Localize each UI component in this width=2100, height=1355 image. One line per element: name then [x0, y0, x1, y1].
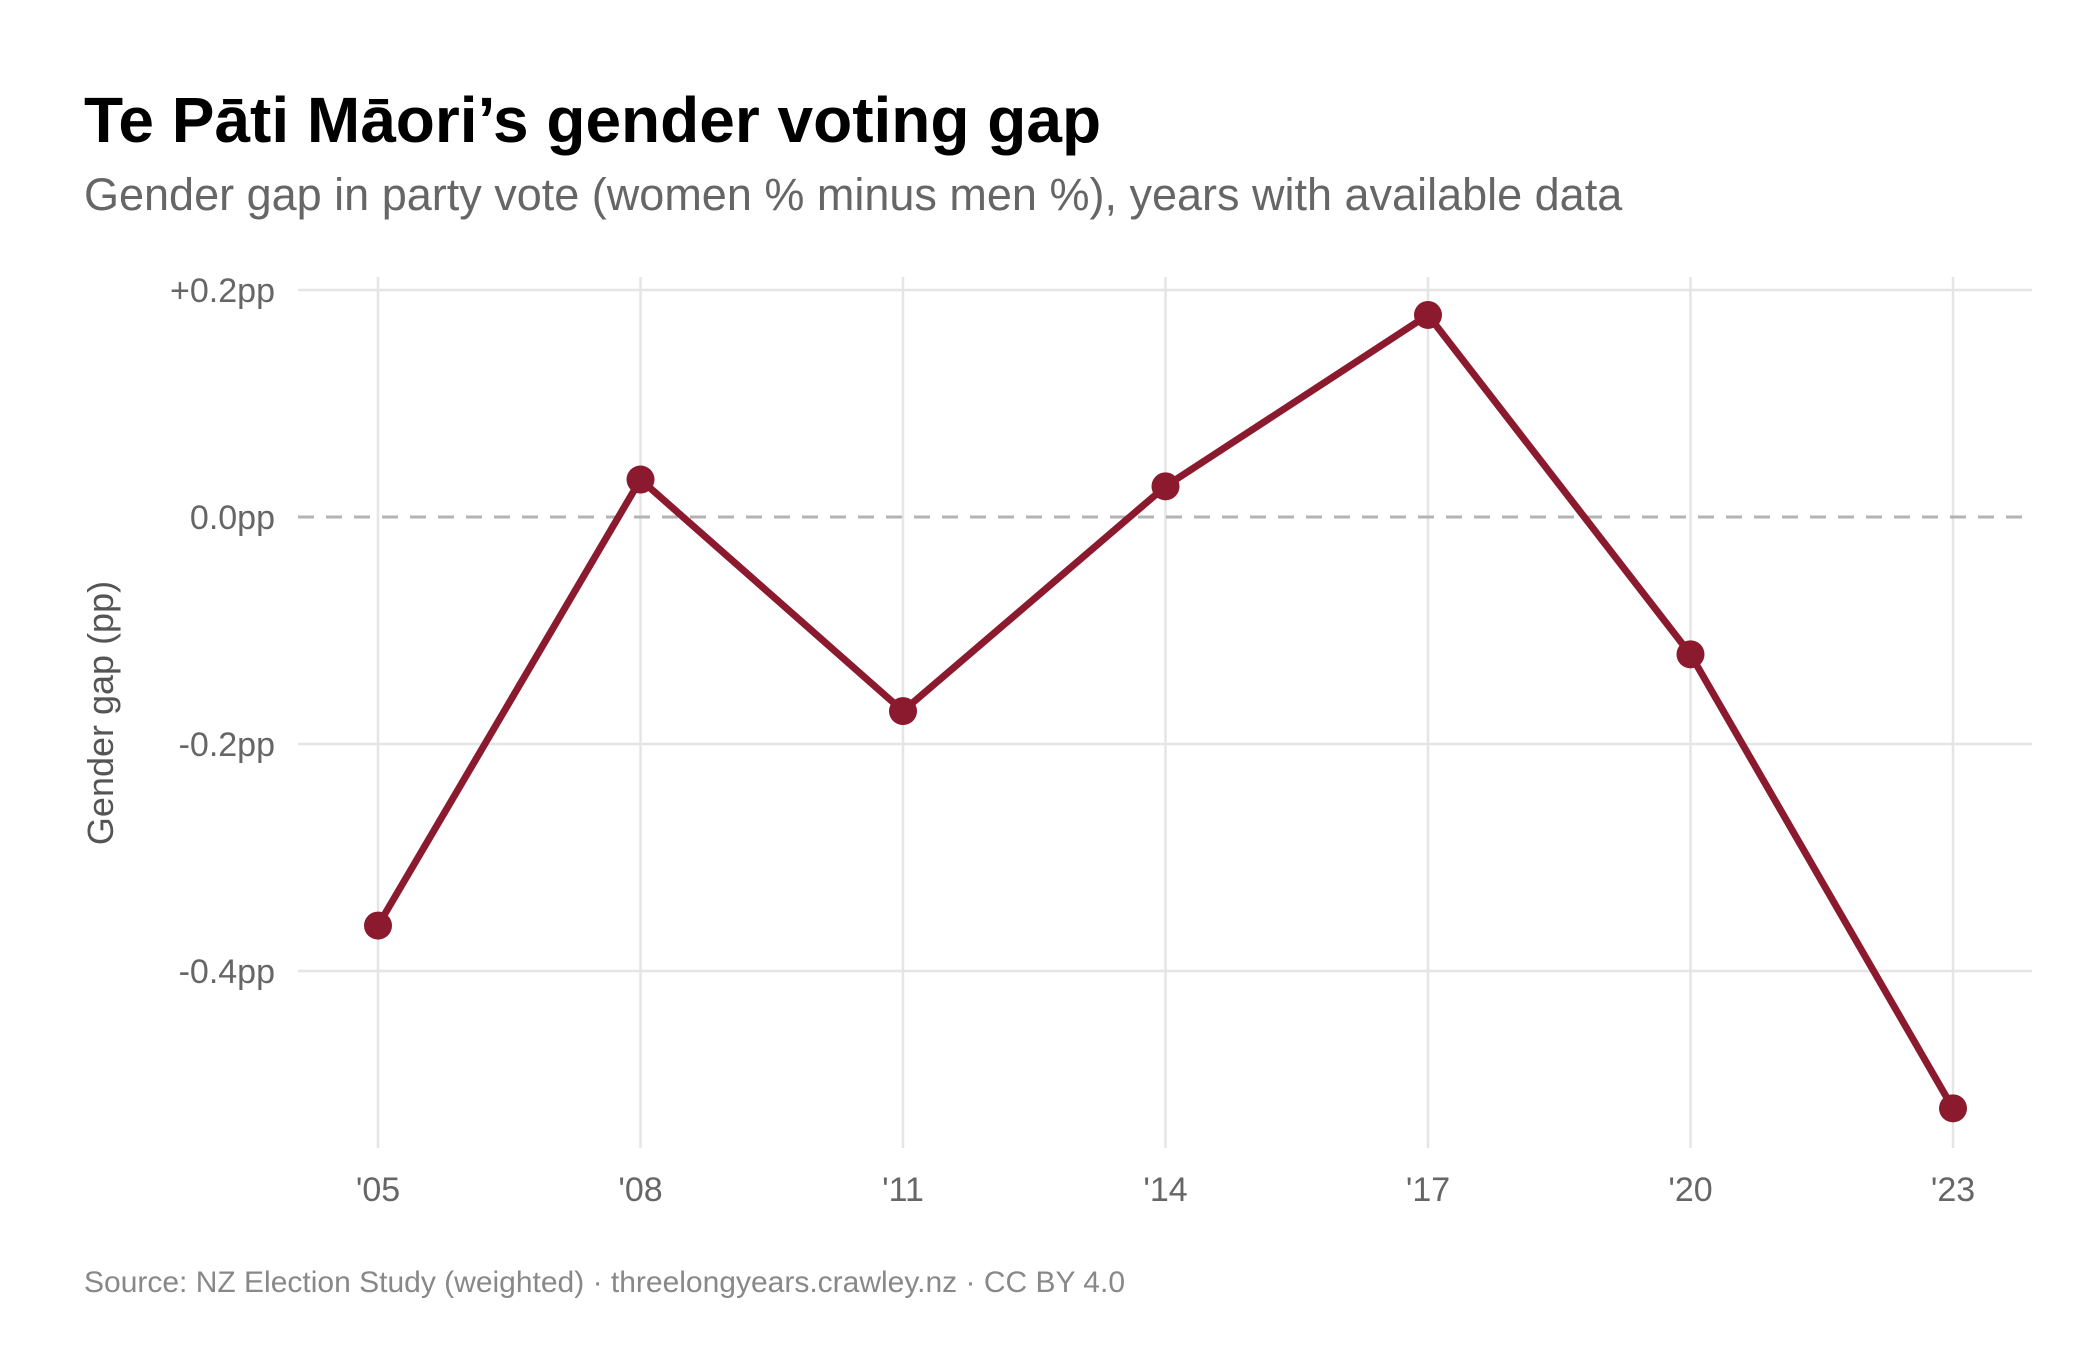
chart-title: Te Pāti Māori’s gender voting gap [84, 84, 1101, 156]
data-point [1151, 472, 1180, 501]
data-point [626, 465, 655, 494]
x-tick-label: '23 [1931, 1171, 1975, 1209]
x-tick-label: '11 [882, 1171, 924, 1209]
data-point [364, 911, 392, 940]
chart-caption: Source: NZ Election Study (weighted) · t… [84, 1266, 1125, 1299]
chart-subtitle: Gender gap in party vote (women % minus … [84, 169, 1623, 220]
series-line [364, 300, 1967, 1123]
x-tick-labels: '05 '08 '11 '14 '17 '20 '23 [356, 1171, 1975, 1209]
x-tick-label: '05 [356, 1171, 400, 1209]
x-tick-label: '14 [1143, 1171, 1187, 1209]
y-axis-label: Gender gap (pp) [80, 581, 121, 845]
gridlines [298, 277, 2032, 1148]
y-tick-label: 0.0pp [190, 499, 275, 537]
x-tick-label: '20 [1668, 1171, 1712, 1209]
data-point [1414, 300, 1442, 329]
y-tick-label: +0.2pp [170, 272, 275, 310]
x-tick-label: '08 [618, 1171, 662, 1209]
data-point [889, 697, 917, 726]
y-tick-labels: +0.2pp 0.0pp -0.2pp -0.4pp [170, 272, 275, 991]
data-point [1939, 1094, 1967, 1123]
y-tick-label: -0.4pp [179, 953, 275, 991]
x-tick-label: '17 [1406, 1171, 1450, 1209]
data-point [1676, 640, 1705, 669]
y-tick-label: -0.2pp [179, 726, 275, 764]
